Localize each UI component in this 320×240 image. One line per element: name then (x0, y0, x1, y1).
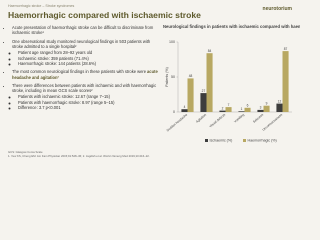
bar (238, 111, 245, 112)
sub-bullet: Patients with ischaemic stroke: 12.67 (r… (18, 94, 162, 99)
chart-title: Neurological findings in patients with i… (163, 24, 300, 29)
abbrev: GCS: Glasgow Coma Scale (8, 150, 43, 154)
sub-bullet: Haemorrhagic stroke: 144 patients (28.6%… (18, 61, 162, 66)
bullet-text: One observational study monitored neurol… (12, 38, 151, 49)
value-label: 7 (228, 103, 230, 107)
bar (187, 78, 194, 112)
bullet: There were differences between patients … (12, 83, 162, 111)
sub-bullet: Ischaemic stroke: 359 patients (71.4%) (18, 56, 162, 61)
x-tick-label: Seizures (252, 112, 264, 123)
sub-bullet: Patients with haemorrhagic stroke: 8.97 … (18, 100, 162, 105)
bar (244, 107, 251, 112)
y-tick-label: 0 (173, 110, 175, 114)
y-tick-label: 100 (169, 40, 175, 44)
legend-swatch (243, 139, 246, 142)
bar (219, 110, 226, 112)
x-tick-label: Unconsciousness (261, 112, 283, 131)
value-label: 9 (266, 102, 268, 106)
slide: Haemorrhagic stroke – Stroke syndromes H… (0, 0, 300, 169)
value-label: 87 (284, 47, 288, 51)
bar (263, 105, 270, 112)
bar (206, 53, 213, 112)
sub-bullet: Difference: 3.7 p<0.001 (18, 105, 162, 110)
breadcrumb: Haemorrhagic stroke – Stroke syndromes (8, 4, 75, 8)
value-label: 6 (247, 104, 249, 108)
value-label: 84 (208, 49, 212, 53)
sub-bullet: Patient age ranged from 28–92 years old (18, 50, 162, 55)
x-tick-label: Vomiting (233, 113, 245, 124)
bar (200, 93, 207, 112)
legend-label: Haemorrhagic (%) (248, 139, 277, 143)
y-tick-label: 50 (171, 75, 175, 79)
bullet: One observational study monitored neurol… (12, 39, 162, 67)
x-tick-label: Sudden headache (166, 113, 189, 133)
sub-bullets: Patient age ranged from 28–92 years oldI… (12, 50, 162, 66)
bullet: The most common neurological findings in… (12, 69, 162, 80)
footer: GCS: Glasgow Coma Scale 1. Yew KS, Cheng … (8, 150, 288, 159)
y-axis-label: Patients (%) (165, 67, 169, 87)
chart: Neurological findings in patients with i… (163, 24, 300, 143)
value-label: 27 (202, 89, 206, 93)
bullet: Acute presentation of haemorrhagic strok… (12, 25, 162, 36)
bullet-text: There were differences between patients … (12, 82, 157, 94)
refs: 1. Yew KS, Cheng EM. Am Fam Physician 20… (8, 153, 150, 158)
x-tick-label: Visual defects (208, 112, 226, 128)
logo: neurotorium (262, 6, 292, 12)
bar (225, 107, 232, 112)
legend-label: Ischaemic (%) (210, 139, 233, 143)
bar (257, 109, 264, 112)
bullet-text: Acute presentation of haemorrhagic strok… (12, 25, 154, 36)
legend-swatch (205, 139, 208, 142)
bullet-bold: acute headache and agitation² (12, 69, 158, 80)
bar (181, 109, 188, 112)
value-label: 2 (222, 106, 224, 110)
bullets: Acute presentation of haemorrhagic strok… (4, 25, 162, 113)
title: Haemorrhagic compared with ischaemic str… (8, 10, 201, 20)
x-tick-label: Agitation (195, 113, 207, 124)
value-label: 4 (184, 105, 186, 109)
value-label: 48 (189, 74, 193, 78)
value-label: 12 (278, 99, 282, 103)
value-label: 1 (241, 107, 243, 111)
sub-bullets: Patients with ischaemic stroke: 12.67 (r… (12, 94, 162, 110)
value-label: 3 (260, 106, 262, 110)
bar (276, 103, 283, 112)
bar (282, 51, 289, 112)
bullet-text: The most common neurological findings in… (12, 69, 147, 75)
